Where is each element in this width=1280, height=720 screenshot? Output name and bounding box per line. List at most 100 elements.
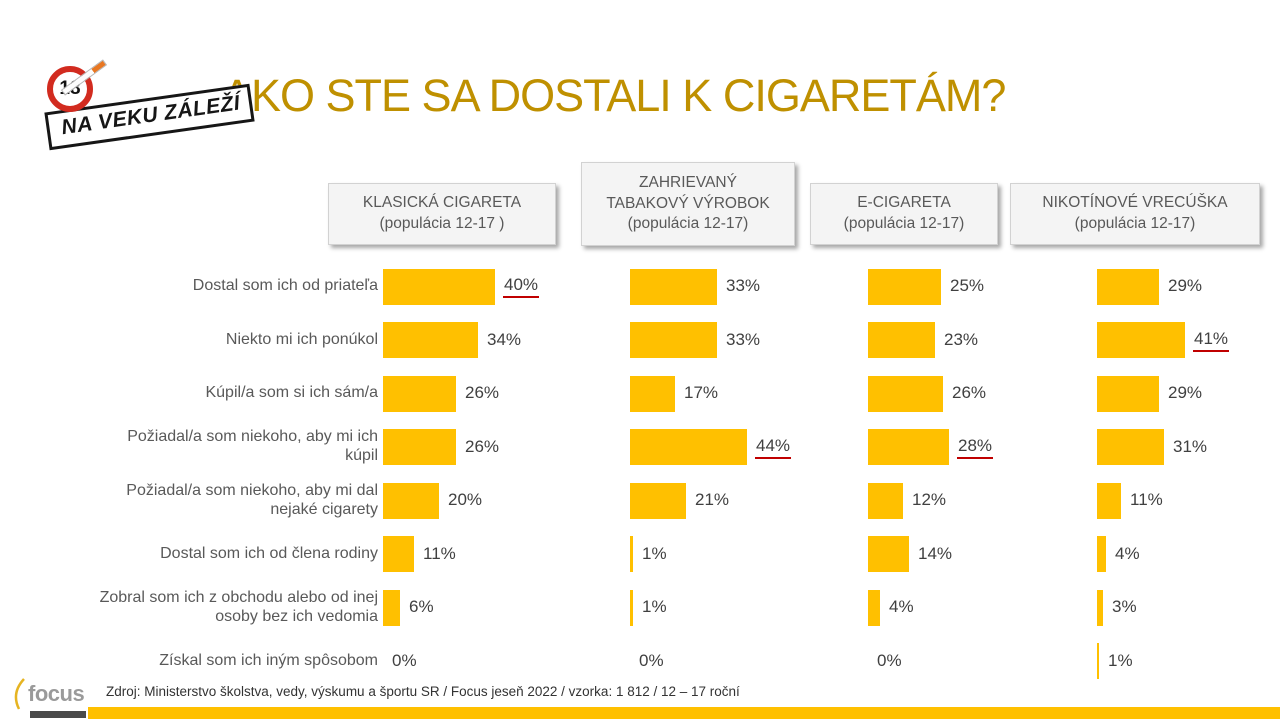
value-label: 33% [726,329,761,349]
bar [383,268,495,305]
value-label: 4% [889,597,914,617]
value-label: 25% [950,276,985,296]
bar [630,268,717,305]
source-note: Zdroj: Ministerstvo školstva, vedy, výsk… [106,684,740,699]
bar [1097,536,1106,573]
category-label: Získal som ich iným spôsobom [159,651,378,669]
value-label: 0% [392,650,417,670]
bar [630,375,675,412]
bar-row: 25% [868,260,993,314]
bar [1097,268,1159,305]
value-label: 26% [465,436,500,456]
bar-row: 26% [383,421,539,475]
bar [868,429,949,466]
value-label: 21% [695,490,730,510]
bar-row: 12% [868,474,993,528]
category-label: Požiadal/a som niekoho, aby mi ich kúpil [127,428,378,465]
series-header-subtitle: (populácia 12-17 ) [379,215,505,232]
bar [868,322,935,359]
bar-row: 14% [868,528,993,582]
series-header: NIKOTÍNOVÉ VRECÚŠKA (populácia 12-17) [1010,183,1260,245]
bar [868,375,943,412]
bar [1097,375,1159,412]
bar-row: 1% [630,528,791,582]
bar [383,429,456,466]
bar [383,482,439,519]
value-label: 3% [1112,597,1137,617]
series-header-name: E-CIGARETA [857,194,951,212]
bar [383,322,478,359]
bar-row: 41% [1097,314,1230,368]
bar [868,482,903,519]
value-label: 17% [684,383,719,403]
category-label: Dostal som ich od priateľa [192,277,378,295]
value-label: 41% [1193,329,1230,352]
bar [630,482,686,519]
bar [630,322,717,359]
category-label: Niekto mi ich ponúkol [225,330,378,348]
value-label: 44% [755,436,792,459]
bar-row: 31% [1097,421,1229,475]
bar [383,536,414,573]
bar-row: 1% [630,581,791,635]
series-header-name: NIKOTÍNOVÉ VRECÚŠKA [1042,194,1228,212]
bar-row: 33% [630,260,791,314]
bar-row: 26% [383,367,539,421]
value-label: 33% [726,276,761,296]
series-header-name: KLASICKÁ CIGARETA [362,194,522,212]
bar [630,589,633,626]
value-label: 26% [465,383,500,403]
bar [1097,643,1099,680]
bar-row: 4% [868,581,993,635]
value-label: 40% [503,275,540,299]
value-label: 4% [1115,543,1140,563]
focus-logo-text: focus [28,681,85,706]
value-label: 11% [423,543,456,563]
bar-row: 1% [1097,635,1229,689]
footer-accent-bar [88,707,1280,719]
value-label: 6% [409,597,434,617]
value-label: 20% [448,490,483,510]
series-header: E-CIGARETA (populácia 12-17) [810,183,998,245]
bar-row: 33% [630,314,791,368]
bar-row: 29% [1097,367,1229,421]
series-header: ZAHRIEVANÝ TABAKOVÝ VÝROBOK (populácia 12-… [581,162,795,246]
value-label: 28% [957,436,994,459]
page-title: AKO STE SA DOSTALI K CIGARETÁM? [222,70,1006,121]
bar-row: 23% [868,314,993,368]
value-label: 1% [1108,650,1133,670]
bar-row: 3% [1097,581,1229,635]
bar-row: 11% [1097,474,1229,528]
bar [383,375,456,412]
bar-row: 0% [383,635,539,689]
value-label: 29% [1168,276,1203,296]
bar [630,536,633,573]
value-label: 11% [1130,490,1163,510]
series-header-subtitle: (populácia 12-17) [843,215,965,232]
series-header-subtitle: (populácia 12-17) [1074,215,1196,232]
bar [1097,322,1185,359]
category-label: Dostal som ich od člena rodiny [160,544,378,562]
bar [1097,589,1103,626]
bar [630,429,747,466]
bar-row: 6% [383,581,539,635]
series-header-name: TABAKOVÝ VÝROBOK [606,194,770,212]
value-label: 26% [952,383,987,403]
value-label: 29% [1168,383,1203,403]
category-label: Zobral som ich z obchodu alebo od inej o… [99,588,378,625]
value-label: 1% [642,543,667,563]
focus-logo-arc-icon [14,678,25,710]
value-label: 23% [944,329,979,349]
category-label: Kúpil/a som si ich sám/a [205,384,378,402]
category-label: Požiadal/a som niekoho, aby mi dal nejak… [126,481,378,518]
bar-row: 21% [630,474,791,528]
bar [1097,482,1121,519]
bar [868,589,880,626]
bar-row: 4% [1097,528,1229,582]
bar-row: 29% [1097,260,1229,314]
value-label: 0% [639,650,664,670]
bar [383,589,400,626]
bar-row: 44% [630,421,792,475]
value-label: 1% [642,597,667,617]
